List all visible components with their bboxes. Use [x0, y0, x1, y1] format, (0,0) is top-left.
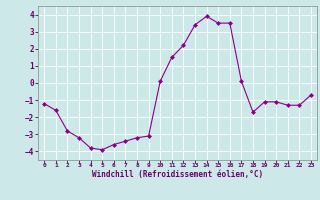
- X-axis label: Windchill (Refroidissement éolien,°C): Windchill (Refroidissement éolien,°C): [92, 170, 263, 179]
